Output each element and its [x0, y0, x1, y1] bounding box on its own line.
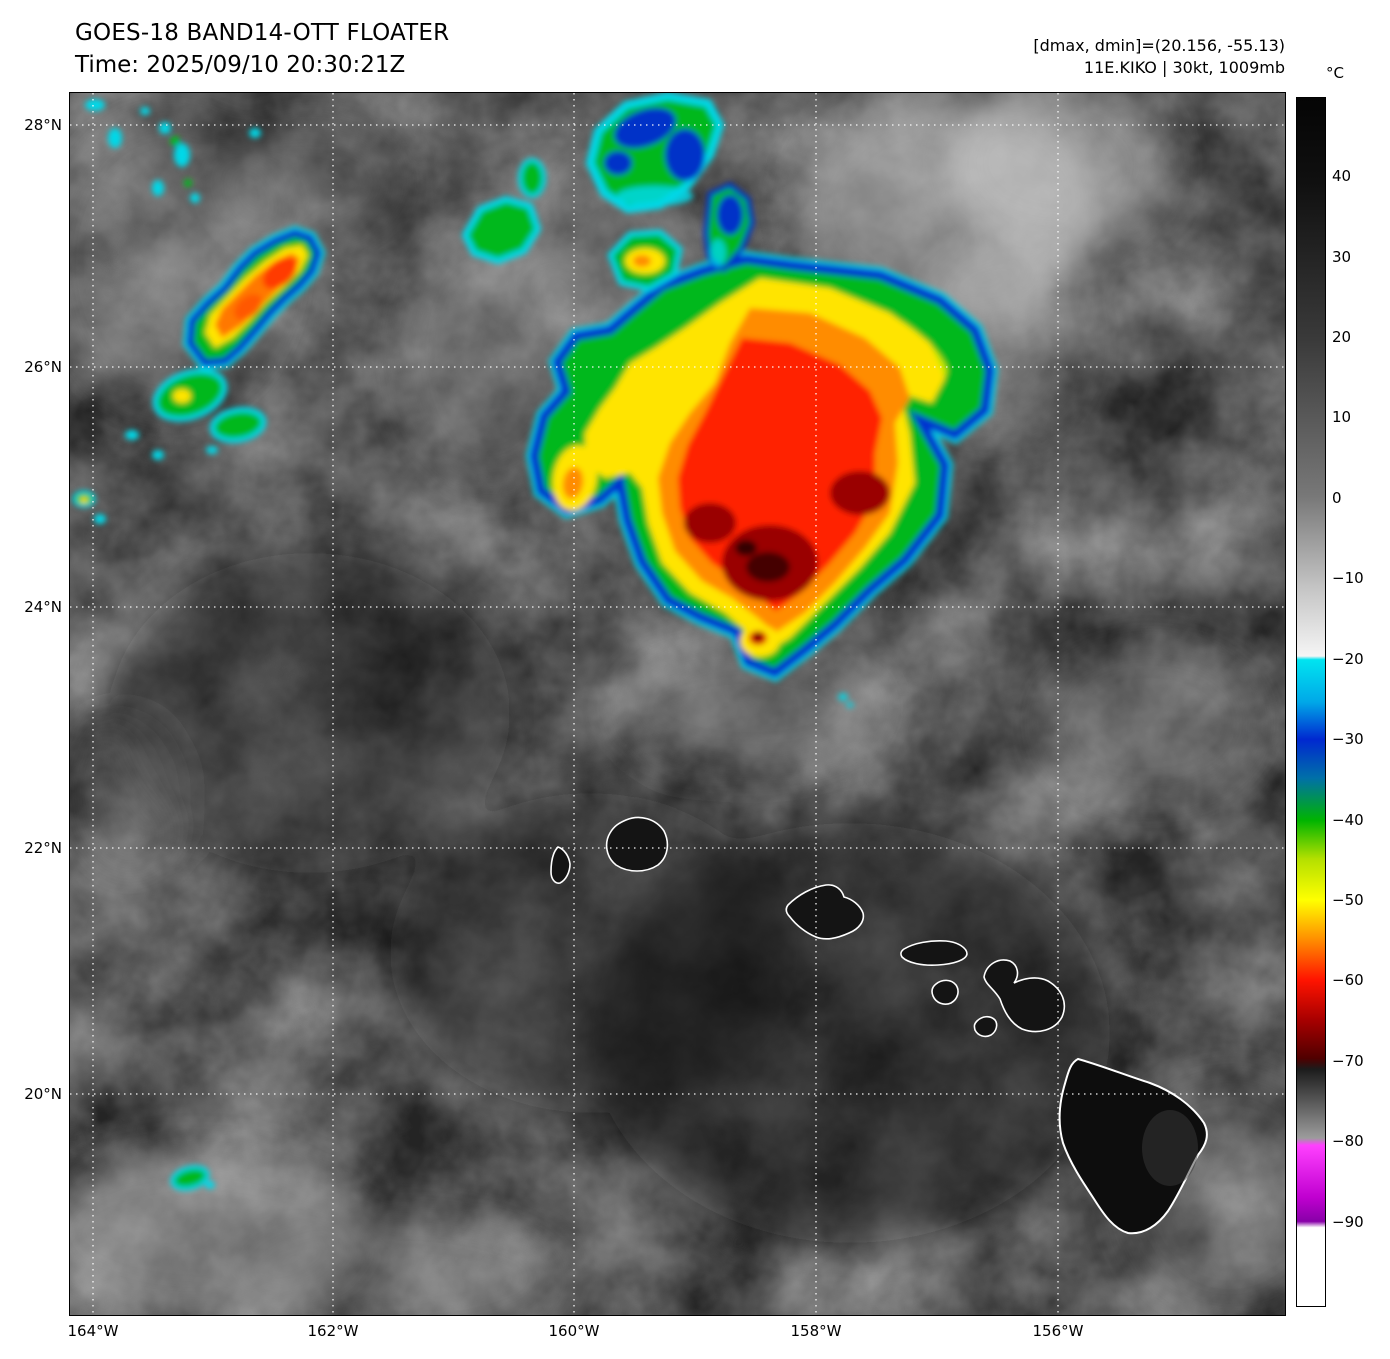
island-outline-molokai [900, 940, 968, 966]
island-outline-lanai [931, 979, 959, 1005]
lon-label-162w: 162°W [307, 1322, 359, 1340]
colorbar-tick-neg30: −30 [1332, 730, 1364, 748]
lon-label-156w: 156°W [1032, 1322, 1084, 1340]
product-title: GOES-18 BAND14-OTT FLOATER [75, 20, 450, 46]
colorbar-tick-10: 10 [1332, 408, 1352, 426]
island-outline-niihau [550, 846, 571, 884]
colorbar-unit-label: °C [1326, 64, 1344, 82]
colorbar-tick-neg20: −20 [1332, 650, 1364, 668]
scattered-cold-specks [85, 99, 854, 1191]
lat-label-20n: 20°N [24, 1085, 62, 1103]
lon-label-160w: 160°W [548, 1322, 600, 1340]
lon-label-158w: 158°W [790, 1322, 842, 1340]
lon-label-164w: 164°W [67, 1322, 119, 1340]
colorbar-tick-20: 20 [1332, 328, 1352, 346]
island-outline-big-island [1058, 1057, 1208, 1235]
colorbar-gradient [1297, 98, 1325, 1306]
storm-kiko-cold-core [525, 250, 999, 683]
colorbar-tick-neg50: −50 [1332, 891, 1364, 909]
northwest-cold-band [72, 225, 326, 524]
colorbar-tick-neg60: −60 [1332, 971, 1364, 989]
lat-label-26n: 26°N [24, 358, 62, 376]
colorbar-tick-neg10: −10 [1332, 569, 1364, 587]
satellite-image [70, 93, 1285, 1315]
north-convective-patches [461, 93, 755, 292]
island-outline-kauai [605, 816, 669, 872]
colorbar-tick-neg90: −90 [1332, 1213, 1364, 1231]
island-outline-maui [983, 959, 1066, 1033]
colorbar-tick-neg40: −40 [1332, 811, 1364, 829]
colorbar-tick-0: 0 [1332, 489, 1342, 507]
lat-label-28n: 28°N [24, 116, 62, 134]
colorbar [1296, 97, 1326, 1307]
lat-label-24n: 24°N [24, 598, 62, 616]
lat-label-22n: 22°N [24, 839, 62, 857]
colorbar-tick-40: 40 [1332, 167, 1352, 185]
colorbar-tick-neg80: −80 [1332, 1132, 1364, 1150]
colorbar-tick-neg70: −70 [1332, 1052, 1364, 1070]
island-outline-kahoolawe [973, 1015, 998, 1038]
product-time: Time: 2025/09/10 20:30:21Z [75, 52, 406, 78]
satellite-map: Copyright © 2020-2025 Dapiya [69, 92, 1286, 1316]
colorbar-tick-30: 30 [1332, 248, 1352, 266]
island-outlines [550, 816, 1208, 1235]
graticule-gridlines [70, 93, 1285, 1315]
dmax-dmin-readout: [dmax, dmin]=(20.156, -55.13) [1033, 36, 1285, 55]
cold-cloud-top-enhancement [72, 93, 999, 1191]
storm-info: 11E.KIKO | 30kt, 1009mb [1083, 58, 1285, 77]
island-outline-oahu [785, 884, 865, 940]
